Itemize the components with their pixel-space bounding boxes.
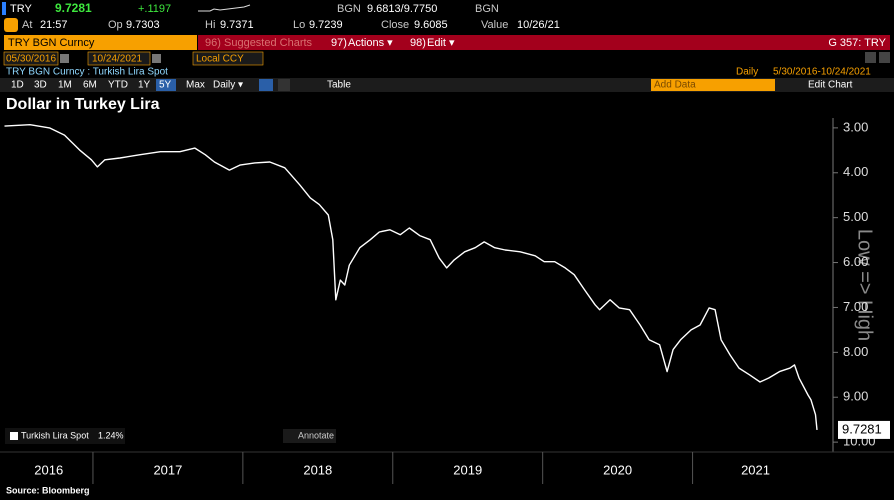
y-tick-label: 8.00 — [843, 344, 868, 359]
menu-item[interactable]: Suggested Charts — [224, 37, 313, 49]
undo-button[interactable] — [865, 52, 876, 63]
x-tick-label: 2016 — [34, 462, 63, 477]
add-data-box[interactable] — [651, 79, 775, 91]
x-tick-label: 2020 — [603, 462, 632, 477]
end-date[interactable]: 10/24/2021 — [92, 54, 142, 65]
security[interactable]: TRY BGN Curncy — [8, 37, 95, 49]
tab[interactable]: Max — [186, 80, 205, 91]
y-tick-label: 5.00 — [843, 209, 868, 224]
menu-number[interactable]: 96) — [205, 37, 221, 49]
date-input[interactable] — [3, 51, 59, 66]
menu-item[interactable]: Actions ▾ — [348, 37, 393, 49]
x-tick-label: 2018 — [303, 462, 332, 477]
edit-chart[interactable]: Edit Chart — [808, 80, 853, 91]
legend-swatch — [10, 432, 18, 440]
field-label: Close — [381, 19, 409, 31]
menu-item[interactable]: Edit ▾ — [427, 37, 455, 49]
field-value: 9.6085 — [414, 19, 448, 31]
tab-selected[interactable] — [156, 79, 176, 91]
redo-button[interactable] — [879, 52, 890, 63]
date-input[interactable] — [87, 51, 151, 66]
frequency-select[interactable]: Daily ▾ — [213, 80, 243, 91]
field-label: Lo — [293, 19, 305, 31]
annotate-button[interactable] — [283, 429, 336, 443]
currency-select[interactable] — [192, 51, 264, 66]
source: BGN — [475, 3, 499, 15]
y-tick-label: 9.00 — [843, 389, 868, 404]
field-label: Op — [108, 19, 123, 31]
legend — [5, 428, 125, 444]
field-label: At — [22, 19, 32, 31]
source: BGN — [337, 3, 361, 15]
y-tick-label: 3.00 — [843, 119, 868, 134]
tab[interactable]: 1Y — [138, 80, 151, 91]
field-label: Hi — [205, 19, 215, 31]
field-value: 9.7239 — [309, 19, 343, 31]
price-line — [4, 124, 818, 430]
alert-icon[interactable] — [4, 18, 18, 32]
y-tick-label: 4.00 — [843, 164, 868, 179]
sparkline — [198, 4, 251, 12]
y-tick-label: 6.00 — [843, 254, 868, 269]
calendar-icon[interactable] — [60, 54, 69, 63]
y-tick-label: 7.00 — [843, 299, 868, 314]
start-date[interactable]: 05/30/2016 — [6, 54, 56, 65]
x-tick-label: 2021 — [741, 462, 770, 477]
tab[interactable]: YTD — [108, 80, 128, 91]
menu-bar — [198, 35, 890, 50]
bid-ask: 9.6813/9.7750 — [367, 3, 437, 15]
ticker-marker — [2, 2, 6, 15]
tab[interactable]: 3D — [34, 80, 47, 91]
field-value: 21:57 — [40, 19, 68, 31]
tab[interactable]: 1D — [11, 80, 24, 91]
description: TRY BGN Curncy : Turkish Lira Spot — [6, 67, 168, 78]
last-value-box — [838, 420, 890, 439]
field-value: 10/26/21 — [517, 19, 560, 31]
last-value-label: 9.7281 — [842, 421, 882, 436]
bar-chart-icon[interactable] — [278, 79, 290, 91]
tab[interactable]: 6M — [83, 80, 97, 91]
chart-title: Dollar in Turkey Lira — [6, 96, 160, 113]
field-value: 9.7371 — [220, 19, 254, 31]
net-change: +.1197 — [138, 3, 171, 15]
field-value: 9.7303 — [126, 19, 160, 31]
y-axis-label: Low => High — [854, 229, 876, 341]
function-code: G 357: TRY — [828, 37, 886, 49]
menu-number[interactable]: 97) — [331, 37, 347, 49]
security-box[interactable] — [4, 35, 197, 50]
calendar-icon[interactable] — [152, 54, 161, 63]
period: Daily — [736, 67, 758, 78]
legend-entry: Turkish Lira Spot — [21, 430, 89, 440]
menu-number[interactable]: 98) — [410, 37, 426, 49]
currency[interactable]: Local CCY — [196, 54, 244, 65]
ticker[interactable]: TRY — [10, 3, 32, 15]
x-tick-label: 2019 — [453, 462, 482, 477]
x-tick-label: 2017 — [153, 462, 182, 477]
tab[interactable]: 5Y — [159, 80, 172, 91]
tab[interactable]: 1M — [58, 80, 72, 91]
date-range: 5/30/2016-10/24/2021 — [773, 67, 871, 78]
field-label: Value — [481, 19, 508, 31]
last-price: 9.7281 — [55, 1, 92, 15]
footer: Source: Bloomberg — [6, 485, 90, 495]
line-chart-icon[interactable] — [259, 79, 273, 91]
add-data[interactable]: Add Data — [654, 80, 696, 91]
annotate[interactable]: Annotate — [298, 430, 334, 440]
table-button[interactable]: Table — [327, 80, 351, 91]
legend-change: 1.24% — [98, 430, 124, 440]
